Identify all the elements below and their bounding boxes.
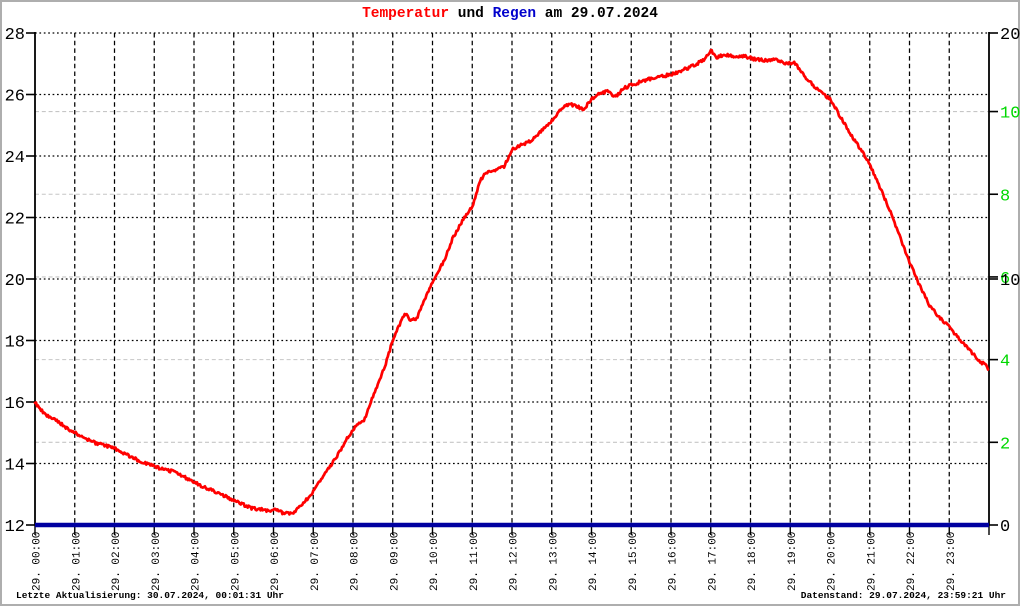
x-axis-label: 29. 10:00 [429,532,441,591]
left-axis-label: 18 [5,334,25,353]
x-axis-label: 29. 00:00 [32,532,44,591]
x-axis-label: 29. 22:00 [906,532,918,591]
x-axis-label: 29. 20:00 [827,532,839,591]
x-axis-label: 29. 11:00 [469,532,481,591]
chart-title: Temperatur und Regen am 29.07.2024 [2,6,1018,22]
left-axis-label: 22 [5,211,25,230]
x-axis-label: 29. 03:00 [151,532,163,591]
right-axis-black-label: 20 [1000,26,1020,45]
x-axis-label: 29. 12:00 [509,532,521,591]
left-axis-label: 28 [5,26,25,45]
x-axis-label: 29. 06:00 [270,532,282,591]
x-axis-label: 29. 04:00 [191,532,203,591]
right-axis-green-label: 8 [1000,187,1010,206]
temperature-curve [33,48,990,516]
x-axis-label: 29. 02:00 [111,532,123,591]
title-temperatur: Temperatur [362,6,450,22]
x-axis-label: 29. 16:00 [668,532,680,591]
left-axis-label: 26 [5,88,25,107]
left-axis-label: 14 [5,457,25,476]
x-axis-label: 29. 13:00 [548,532,560,591]
left-axis-label: 12 [5,518,25,537]
x-axis-label: 29. 17:00 [707,532,719,591]
left-axis-label: 24 [5,149,25,168]
right-axis-green-label: 4 [1000,353,1010,372]
left-axis-label: 20 [5,272,25,291]
title-regen: Regen [492,6,537,22]
x-axis-label: 29. 09:00 [389,532,401,591]
x-axis-label: 29. 15:00 [628,532,640,591]
x-axis-label: 29. 14:00 [588,532,600,591]
data-timestamp-text: Datenstand: 29.07.2024, 23:59:21 Uhr [800,590,1006,601]
x-axis-label: 29. 05:00 [230,532,242,591]
x-axis-label: 29. 19:00 [787,532,799,591]
x-axis-label: 29. 21:00 [866,532,878,591]
last-update-text: Letzte Aktualisierung: 30.07.2024, 00:01… [16,590,284,601]
right-axis-green-label: 6 [1000,270,1010,289]
right-axis-green-label: 2 [1000,435,1010,454]
x-axis-label: 29. 08:00 [350,532,362,591]
x-axis-label: 29. 07:00 [310,532,322,591]
x-axis-label: 29. 23:00 [946,532,958,591]
x-axis-label: 29. 18:00 [747,532,759,591]
x-axis-label: 29. 01:00 [71,532,83,591]
right-axis-green-label: 10 [1000,105,1020,124]
right-axis-black-label: 10 [1000,272,1020,291]
left-axis-label: 16 [5,395,25,414]
title-und: und [449,6,493,22]
title-date: am 29.07.2024 [536,6,658,22]
right-axis-black-label: 0 [1000,518,1010,537]
